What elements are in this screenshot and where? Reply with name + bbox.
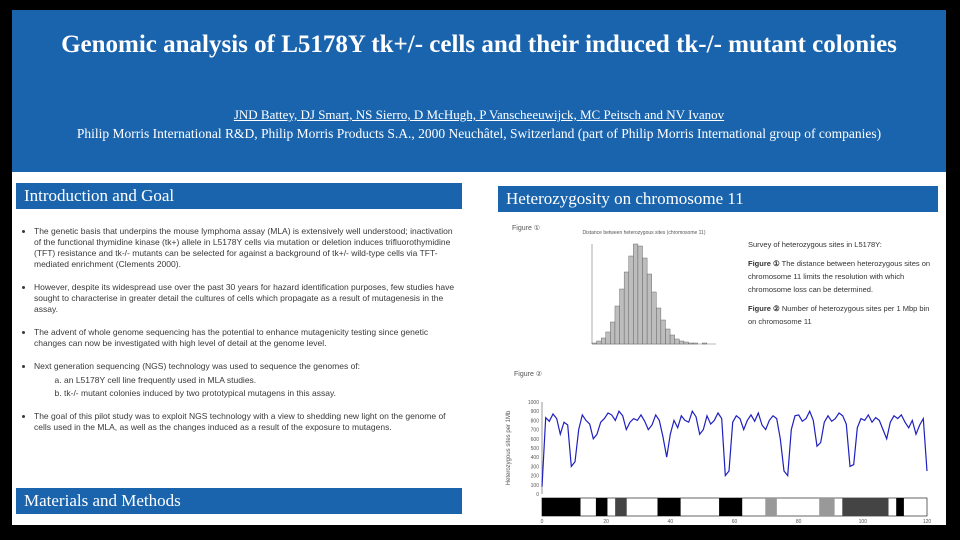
line-chart-x-tick: 60	[732, 519, 738, 525]
histogram-bar	[669, 334, 675, 345]
histogram-bar	[605, 331, 611, 345]
intro-bullet: The advent of whole genome sequencing ha…	[34, 327, 460, 349]
histogram-bar	[679, 340, 685, 345]
line-chart-y-tick: 600	[531, 437, 540, 443]
histogram-bar	[610, 321, 616, 345]
poster-title: Genomic analysis of L5178Y tk+/- cells a…	[61, 31, 897, 58]
line-chart-y-tick: 400	[531, 455, 540, 461]
line-chart-y-tick: 300	[531, 464, 540, 470]
heterozygosity-line-chart: Heterozygous sites per 1Mb10009008007006…	[506, 400, 932, 525]
line-chart-y-tick: 700	[531, 428, 540, 434]
chromosome-band	[657, 498, 681, 516]
chromosome-band	[542, 498, 581, 516]
poster-header: Genomic analysis of L5178Y tk+/- cells a…	[12, 10, 946, 172]
figure-caption: Survey of heterozygous sites in L5178Y: …	[748, 238, 938, 334]
histogram-bar	[660, 319, 666, 345]
line-chart-y-tick: 900	[531, 409, 540, 415]
line-chart-x-tick: 80	[796, 519, 802, 525]
intro-bullet: The genetic basis that underpins the mou…	[34, 226, 460, 270]
histogram-bar	[591, 342, 597, 345]
chromosome-band	[819, 498, 835, 516]
histogram-chart: Distance between heterozygous sites (chr…	[582, 230, 716, 345]
chromosome-band	[719, 498, 743, 516]
histogram-bar	[623, 271, 629, 345]
hetero-section-header: Heterozygosity on chromosome 11	[498, 186, 938, 212]
line-chart-x-tick: 120	[923, 519, 932, 525]
histogram-bar	[619, 288, 625, 345]
histogram-bar	[688, 342, 694, 345]
histogram-bar	[642, 257, 648, 345]
line-chart-y-tick: 800	[531, 418, 540, 424]
methods-section-header: Materials and Methods	[16, 488, 462, 514]
intro-bullet-text: Next generation sequencing (NGS) technol…	[34, 361, 361, 371]
caption-fig1-ref: Figure ①	[748, 259, 780, 268]
chromosome-band	[595, 498, 608, 516]
chromosome-band	[765, 498, 777, 516]
caption-fig1-text: The distance between heterozygous sites …	[748, 259, 931, 294]
intro-text: The genetic basis that underpins the mou…	[20, 226, 460, 445]
intro-section-header: Introduction and Goal	[16, 183, 462, 209]
intro-bullet: The goal of this pilot study was to expl…	[34, 411, 460, 433]
histogram-bar	[665, 328, 671, 345]
caption-lead: Survey of heterozygous sites in L5178Y:	[748, 240, 882, 249]
intro-bullet: Next generation sequencing (NGS) technol…	[34, 361, 460, 399]
intro-bullet: However, despite its widespread use over…	[34, 282, 460, 315]
caption-fig2: Figure ② Number of heterozygous sites pe…	[748, 302, 938, 328]
histogram-bar	[633, 243, 639, 345]
histogram-bar	[637, 245, 643, 345]
histogram-bar	[692, 342, 698, 345]
caption-fig2-text: Number of heterozygous sites per 1 Mbp b…	[748, 304, 930, 326]
histogram-bar	[702, 342, 708, 345]
histogram-bar	[683, 341, 689, 345]
line-chart-x-tick: 100	[859, 519, 868, 525]
heterozygosity-series-line	[541, 409, 928, 487]
line-chart-y-tick: 100	[531, 483, 540, 489]
histogram-bar	[628, 255, 634, 345]
line-chart-x-tick: 0	[541, 519, 544, 525]
chromosome-band	[896, 498, 904, 516]
caption-fig2-ref: Figure ②	[748, 304, 780, 313]
histogram-bar	[674, 338, 680, 345]
poster: Genomic analysis of L5178Y tk+/- cells a…	[12, 10, 946, 525]
figure-1-label: Figure ①	[512, 225, 541, 232]
histogram-bar	[651, 291, 657, 345]
intro-subitem: an L5178Y cell line frequently used in M…	[64, 375, 460, 386]
poster-affiliation: Philip Morris International R&D, Philip …	[76, 126, 882, 141]
histogram-bar	[596, 340, 602, 345]
histogram-bar	[646, 273, 652, 345]
histogram-bar	[656, 307, 662, 345]
chromosome-band	[615, 498, 627, 516]
poster-authors: JND Battey, DJ Smart, NS Sierro, D McHug…	[233, 107, 725, 122]
histogram-bar	[614, 305, 620, 345]
intro-subitem: tk-/- mutant colonies induced by two pro…	[64, 388, 460, 399]
histogram-bar	[600, 337, 606, 345]
line-chart-y-tick: 1000	[528, 400, 539, 406]
line-chart-y-tick: 0	[536, 492, 539, 498]
line-chart-y-label: Heterozygous sites per 1Mb	[506, 410, 512, 485]
line-chart-x-tick: 20	[603, 519, 609, 525]
caption-fig1: Figure ① The distance between heterozygo…	[748, 257, 938, 296]
figure-2-label: Figure ②	[514, 371, 543, 378]
line-chart-y-tick: 200	[531, 474, 540, 480]
chromosome-band	[842, 498, 889, 516]
line-chart-y-tick: 500	[531, 446, 540, 452]
histogram-title: Distance between heterozygous sites (chr…	[582, 230, 705, 236]
line-chart-x-tick: 40	[668, 519, 674, 525]
